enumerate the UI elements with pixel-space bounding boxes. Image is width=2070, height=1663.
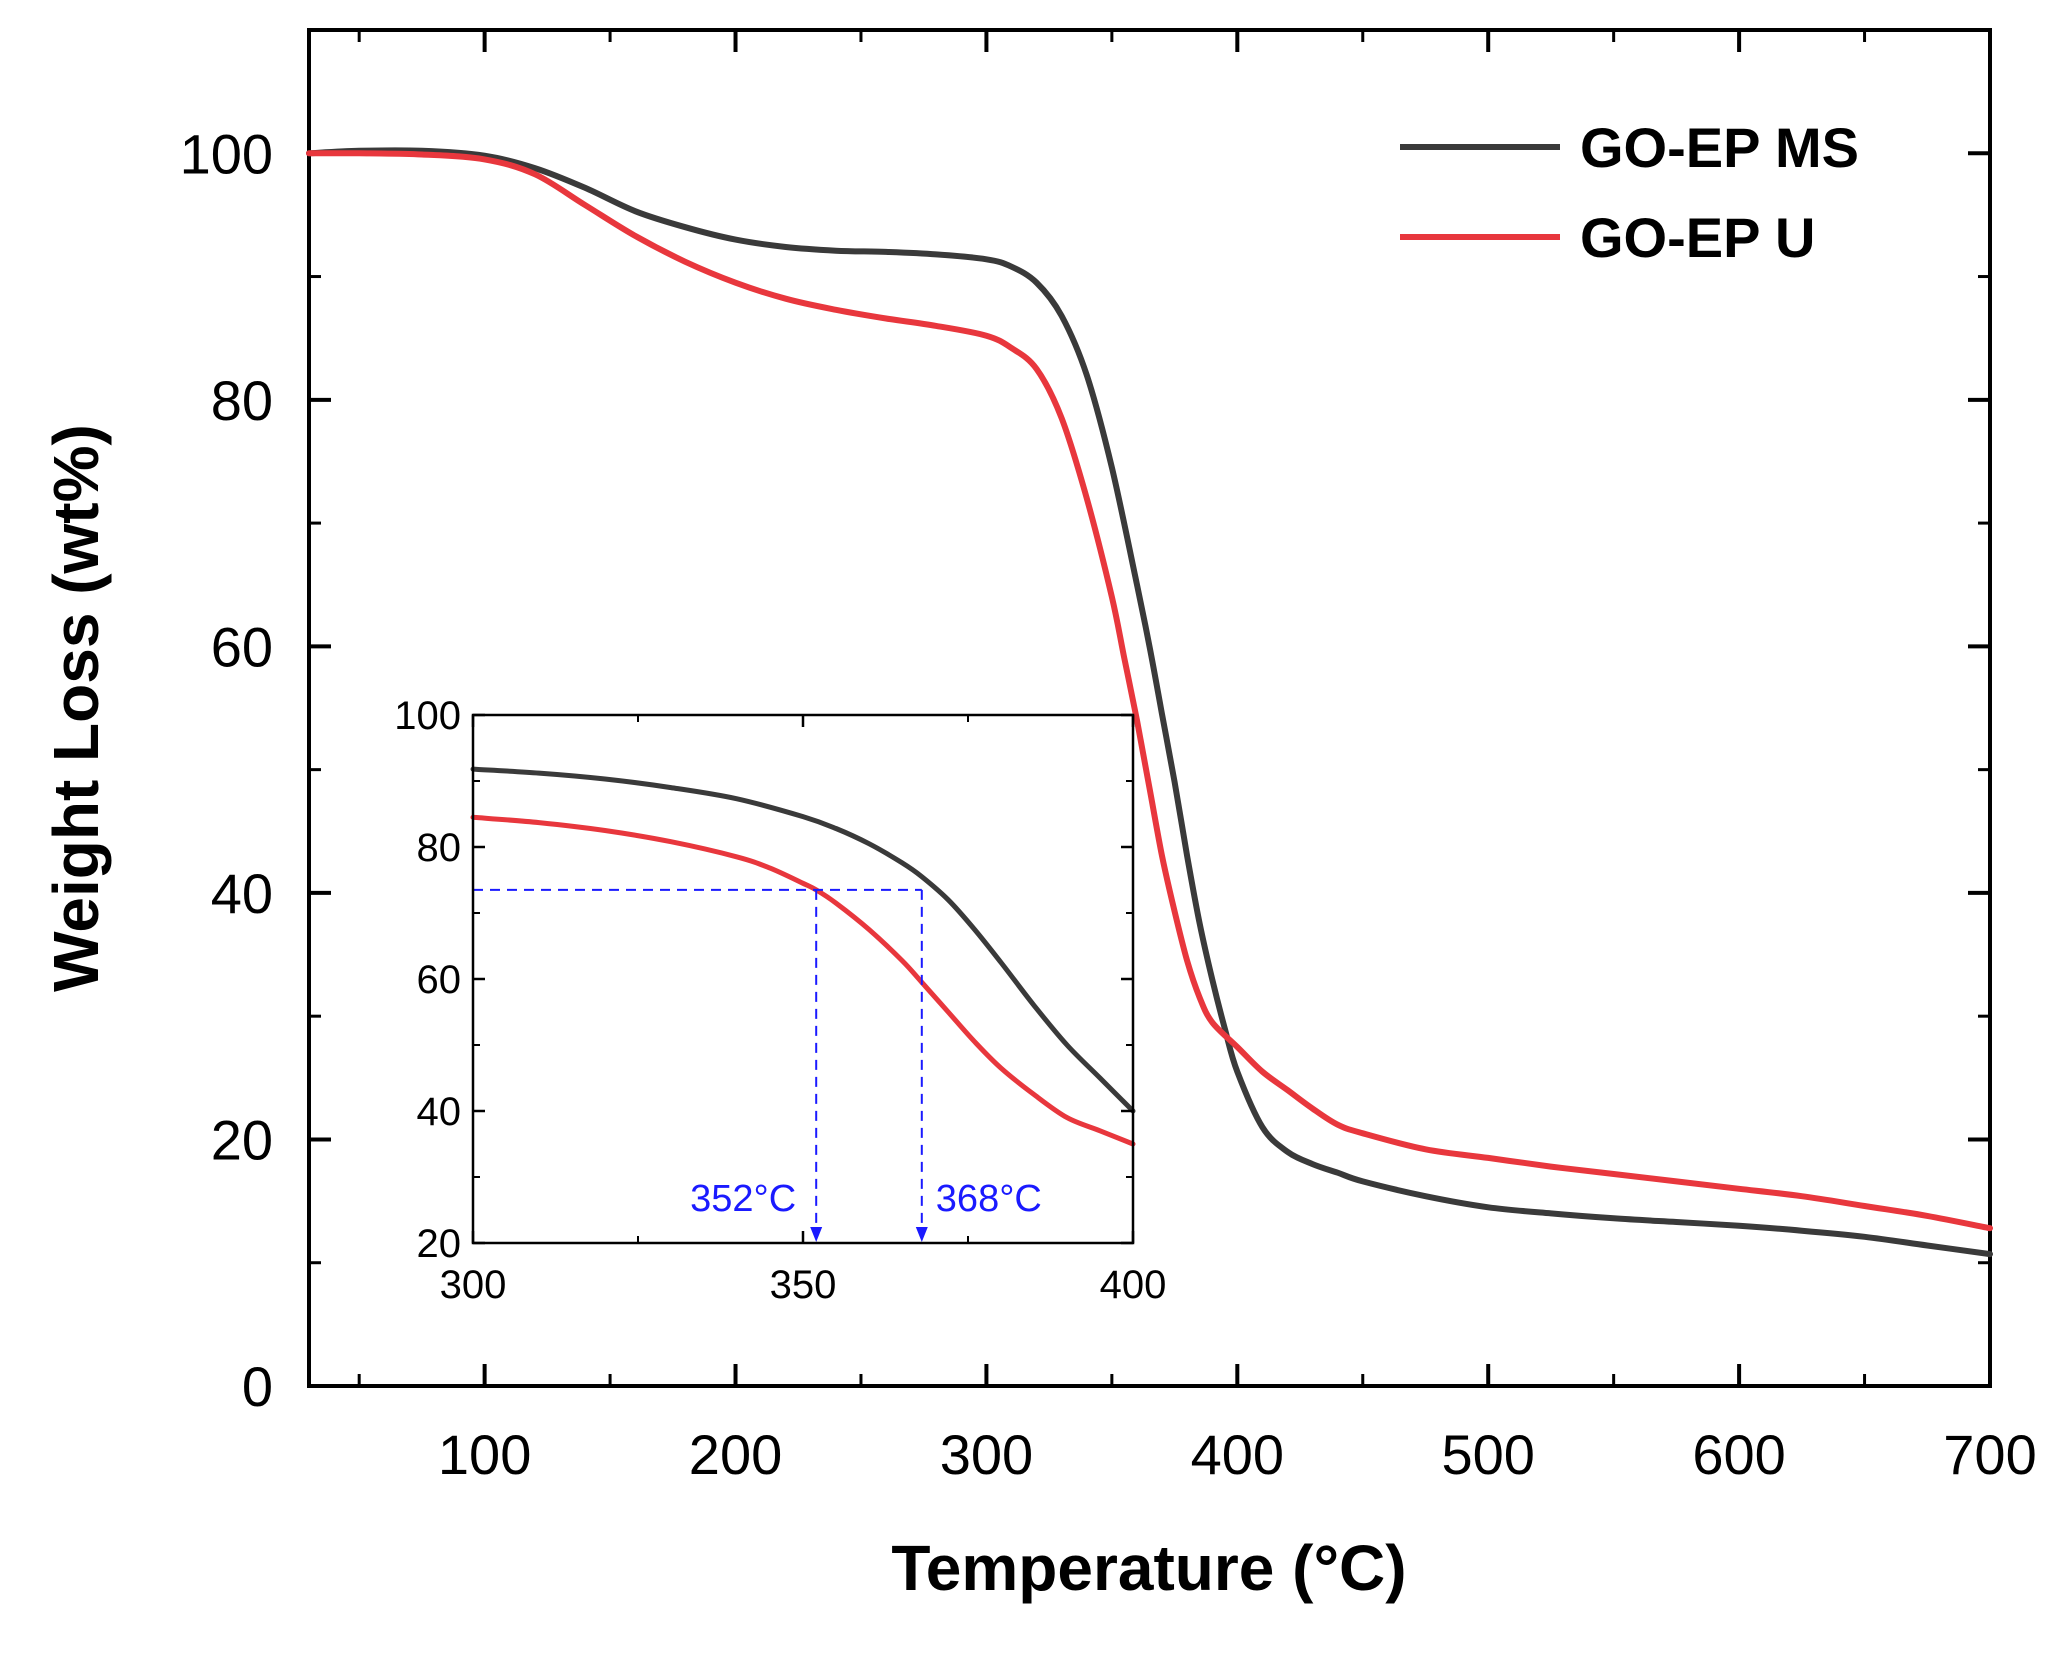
x-tick-label: 400 <box>1191 1423 1284 1486</box>
x-axis-title: Temperature (°C) <box>891 1532 1406 1604</box>
y-tick-label: 60 <box>211 615 273 678</box>
y-tick-label: 0 <box>242 1355 273 1418</box>
y-axis-title: Weight Loss (wt%) <box>40 424 112 992</box>
x-tick-label: 600 <box>1692 1423 1785 1486</box>
x-tick-label: 100 <box>438 1423 531 1486</box>
y-tick-label: 100 <box>180 122 273 185</box>
inset-x-tick-label: 350 <box>770 1263 837 1307</box>
main-tick-labels: 100 200 300 400 500 600 700 0 20 40 60 80 100 <box>180 122 2037 1486</box>
y-tick-label: 40 <box>211 862 273 925</box>
inset-y-tick-label: 60 <box>417 958 462 1002</box>
inset-annotation-368-c: 368°C <box>936 1178 1042 1220</box>
x-tick-label: 200 <box>689 1423 782 1486</box>
inset-y-tick-label: 40 <box>417 1090 462 1134</box>
inset-x-tick-label: 400 <box>1100 1263 1167 1307</box>
inset-annotation-352-c: 352°C <box>690 1178 796 1220</box>
x-tick-label: 700 <box>1943 1423 2036 1486</box>
inset-series <box>470 766 1136 1147</box>
main-ticks <box>309 28 1992 1388</box>
x-tick-label: 500 <box>1441 1423 1534 1486</box>
inset-x-tick-label: 300 <box>440 1263 507 1307</box>
legend-label-go-ep-u: GO-EP U <box>1580 206 1815 269</box>
inset-tick-labels: 300 350 400 20 40 60 80 100 <box>394 694 1166 1307</box>
series-line-go-ep-ms <box>306 147 1993 1258</box>
main-series <box>306 147 1993 1258</box>
legend: GO-EP MS GO-EP U <box>1400 116 1859 269</box>
main-plot-frame <box>307 28 1992 1388</box>
inset-series-line-go-ep-ms <box>470 766 1136 1114</box>
inset-ticks <box>471 713 1135 1245</box>
inset-y-tick-label: 80 <box>417 826 462 870</box>
inset-chart: 352°C 368°C 300 350 400 20 40 60 80 100 <box>394 694 1166 1307</box>
inset-series-line-go-ep-u <box>470 814 1136 1147</box>
inset-arrowhead-352-c <box>810 1227 823 1242</box>
inset-y-tick-label: 100 <box>394 694 461 738</box>
series-line-go-ep-u <box>306 150 1993 1232</box>
y-tick-label: 80 <box>211 369 273 432</box>
y-tick-label: 20 <box>211 1108 273 1171</box>
legend-label-go-ep-ms: GO-EP MS <box>1580 116 1859 179</box>
inset-background <box>473 715 1133 1243</box>
inset-arrowhead-368-c <box>915 1227 928 1242</box>
x-tick-label: 300 <box>940 1423 1033 1486</box>
inset-annotations: 352°C 368°C <box>473 888 1042 1242</box>
inset-y-tick-label: 20 <box>417 1222 462 1266</box>
